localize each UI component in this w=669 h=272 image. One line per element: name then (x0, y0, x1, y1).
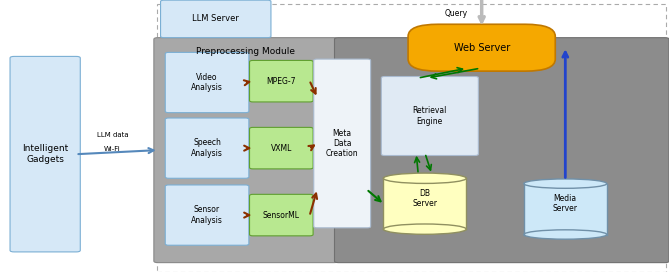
FancyBboxPatch shape (154, 38, 338, 263)
Text: SensorML: SensorML (263, 211, 300, 220)
Bar (383, 178, 466, 229)
FancyBboxPatch shape (408, 24, 555, 71)
FancyBboxPatch shape (10, 56, 80, 252)
Ellipse shape (524, 179, 607, 188)
Text: Media
Server: Media Server (553, 194, 578, 214)
Text: Wi-Fi: Wi-Fi (104, 146, 121, 152)
Text: DB
Server: DB Server (412, 189, 438, 208)
FancyBboxPatch shape (165, 185, 249, 245)
Text: Sensor
Analysis: Sensor Analysis (191, 205, 223, 225)
Text: Retrieval
Engine: Retrieval Engine (413, 106, 447, 126)
Bar (524, 184, 607, 234)
Text: LLM data: LLM data (96, 132, 128, 138)
FancyBboxPatch shape (250, 127, 313, 169)
Text: Web Server: Web Server (454, 43, 510, 53)
Text: Preprocessing Module: Preprocessing Module (197, 47, 295, 56)
FancyBboxPatch shape (250, 60, 313, 102)
FancyBboxPatch shape (165, 118, 249, 178)
Ellipse shape (383, 224, 466, 234)
Ellipse shape (383, 173, 466, 183)
Text: VXML: VXML (271, 144, 292, 153)
FancyBboxPatch shape (334, 38, 669, 263)
Text: Query: Query (445, 9, 468, 18)
Text: LLM Server: LLM Server (192, 14, 240, 23)
FancyBboxPatch shape (381, 76, 478, 156)
FancyBboxPatch shape (161, 0, 271, 38)
Text: Meta
Data
Creation: Meta Data Creation (326, 129, 359, 158)
Text: Video
Analysis: Video Analysis (191, 73, 223, 92)
FancyBboxPatch shape (165, 52, 249, 113)
FancyBboxPatch shape (314, 59, 371, 228)
Text: MPEG-7: MPEG-7 (266, 77, 296, 86)
Text: Intelligent
Gadgets: Intelligent Gadgets (22, 144, 68, 164)
Ellipse shape (524, 230, 607, 239)
FancyBboxPatch shape (250, 194, 313, 236)
Text: Speech
Analysis: Speech Analysis (191, 138, 223, 158)
